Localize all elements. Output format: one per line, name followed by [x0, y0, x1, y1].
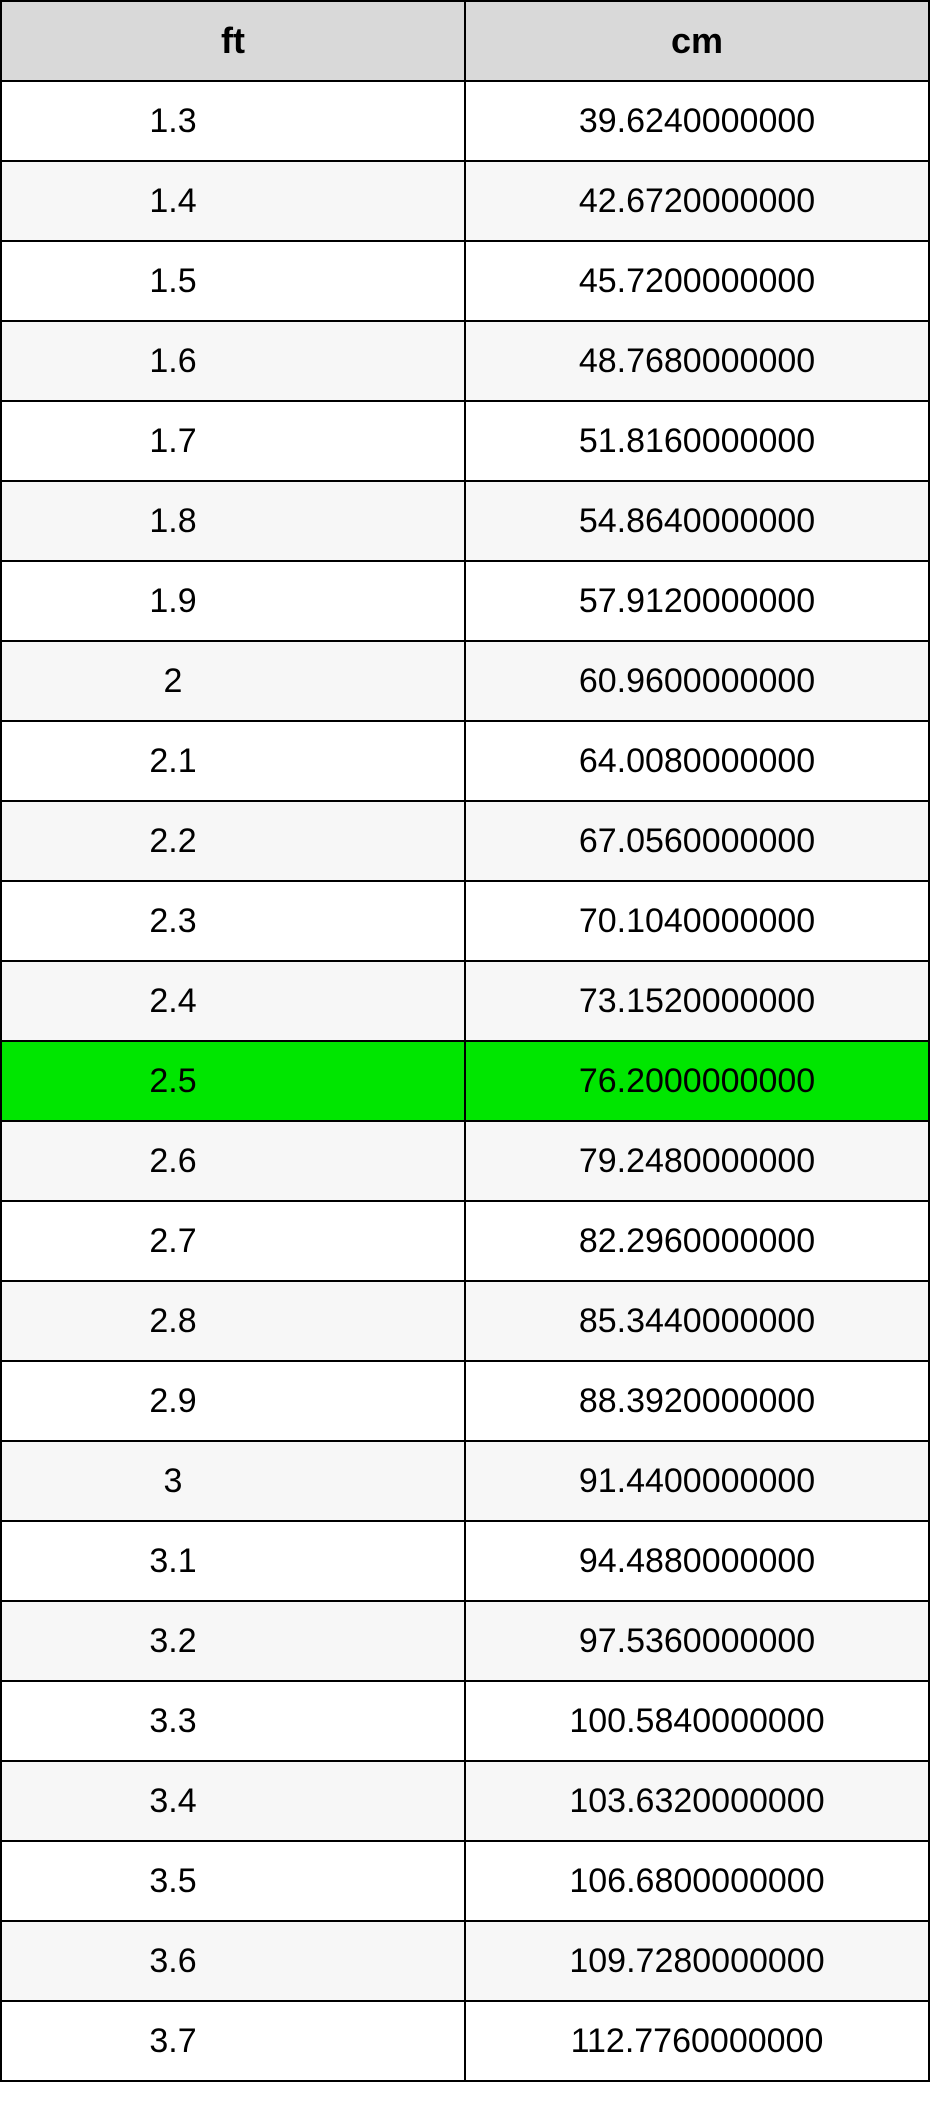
table-row: 3.4103.6320000000: [1, 1761, 929, 1841]
table-row: 2.885.3440000000: [1, 1281, 929, 1361]
cell-ft: 2: [1, 641, 465, 721]
table-row: 2.267.0560000000: [1, 801, 929, 881]
cell-ft: 1.8: [1, 481, 465, 561]
table-row: 3.5106.6800000000: [1, 1841, 929, 1921]
cell-cm: 48.7680000000: [465, 321, 929, 401]
cell-cm: 42.6720000000: [465, 161, 929, 241]
table-row: 2.576.2000000000: [1, 1041, 929, 1121]
cell-ft: 2.3: [1, 881, 465, 961]
cell-cm: 45.7200000000: [465, 241, 929, 321]
table-row: 2.370.1040000000: [1, 881, 929, 961]
cell-cm: 60.9600000000: [465, 641, 929, 721]
cell-cm: 57.9120000000: [465, 561, 929, 641]
table-row: 1.648.7680000000: [1, 321, 929, 401]
cell-ft: 3.5: [1, 1841, 465, 1921]
cell-ft: 3.7: [1, 2001, 465, 2081]
table-row: 1.957.9120000000: [1, 561, 929, 641]
cell-ft: 2.1: [1, 721, 465, 801]
cell-ft: 1.7: [1, 401, 465, 481]
cell-cm: 94.4880000000: [465, 1521, 929, 1601]
cell-ft: 1.4: [1, 161, 465, 241]
cell-ft: 3: [1, 1441, 465, 1521]
cell-cm: 64.0080000000: [465, 721, 929, 801]
column-header-cm: cm: [465, 1, 929, 81]
table-row: 2.782.2960000000: [1, 1201, 929, 1281]
cell-ft: 1.6: [1, 321, 465, 401]
table-row: 2.988.3920000000: [1, 1361, 929, 1441]
cell-ft: 3.6: [1, 1921, 465, 2001]
table-row: 391.4400000000: [1, 1441, 929, 1521]
cell-cm: 76.2000000000: [465, 1041, 929, 1121]
cell-ft: 3.3: [1, 1681, 465, 1761]
cell-ft: 1.3: [1, 81, 465, 161]
cell-ft: 2.8: [1, 1281, 465, 1361]
cell-cm: 39.6240000000: [465, 81, 929, 161]
cell-ft: 3.2: [1, 1601, 465, 1681]
column-header-ft: ft: [1, 1, 465, 81]
cell-ft: 2.5: [1, 1041, 465, 1121]
conversion-table: ft cm 1.339.62400000001.442.67200000001.…: [0, 0, 930, 2082]
cell-cm: 85.3440000000: [465, 1281, 929, 1361]
table-row: 3.297.5360000000: [1, 1601, 929, 1681]
table-row: 1.339.6240000000: [1, 81, 929, 161]
table-row: 1.854.8640000000: [1, 481, 929, 561]
cell-ft: 2.9: [1, 1361, 465, 1441]
cell-cm: 88.3920000000: [465, 1361, 929, 1441]
cell-cm: 91.4400000000: [465, 1441, 929, 1521]
cell-cm: 51.8160000000: [465, 401, 929, 481]
table-row: 3.6109.7280000000: [1, 1921, 929, 2001]
cell-ft: 3.1: [1, 1521, 465, 1601]
cell-ft: 1.5: [1, 241, 465, 321]
cell-cm: 109.7280000000: [465, 1921, 929, 2001]
cell-cm: 112.7760000000: [465, 2001, 929, 2081]
table-header-row: ft cm: [1, 1, 929, 81]
cell-ft: 2.6: [1, 1121, 465, 1201]
cell-cm: 73.1520000000: [465, 961, 929, 1041]
cell-cm: 79.2480000000: [465, 1121, 929, 1201]
cell-cm: 97.5360000000: [465, 1601, 929, 1681]
cell-cm: 54.8640000000: [465, 481, 929, 561]
table-row: 2.164.0080000000: [1, 721, 929, 801]
cell-ft: 2.4: [1, 961, 465, 1041]
cell-ft: 2.7: [1, 1201, 465, 1281]
cell-cm: 100.5840000000: [465, 1681, 929, 1761]
table-row: 3.7112.7760000000: [1, 2001, 929, 2081]
cell-ft: 1.9: [1, 561, 465, 641]
table-row: 260.9600000000: [1, 641, 929, 721]
cell-cm: 103.6320000000: [465, 1761, 929, 1841]
cell-ft: 3.4: [1, 1761, 465, 1841]
cell-cm: 82.2960000000: [465, 1201, 929, 1281]
table-row: 3.194.4880000000: [1, 1521, 929, 1601]
table-row: 1.442.6720000000: [1, 161, 929, 241]
cell-cm: 106.6800000000: [465, 1841, 929, 1921]
cell-ft: 2.2: [1, 801, 465, 881]
table-row: 2.679.2480000000: [1, 1121, 929, 1201]
table-row: 3.3100.5840000000: [1, 1681, 929, 1761]
table-row: 2.473.1520000000: [1, 961, 929, 1041]
table-row: 1.751.8160000000: [1, 401, 929, 481]
cell-cm: 70.1040000000: [465, 881, 929, 961]
cell-cm: 67.0560000000: [465, 801, 929, 881]
table-row: 1.545.7200000000: [1, 241, 929, 321]
